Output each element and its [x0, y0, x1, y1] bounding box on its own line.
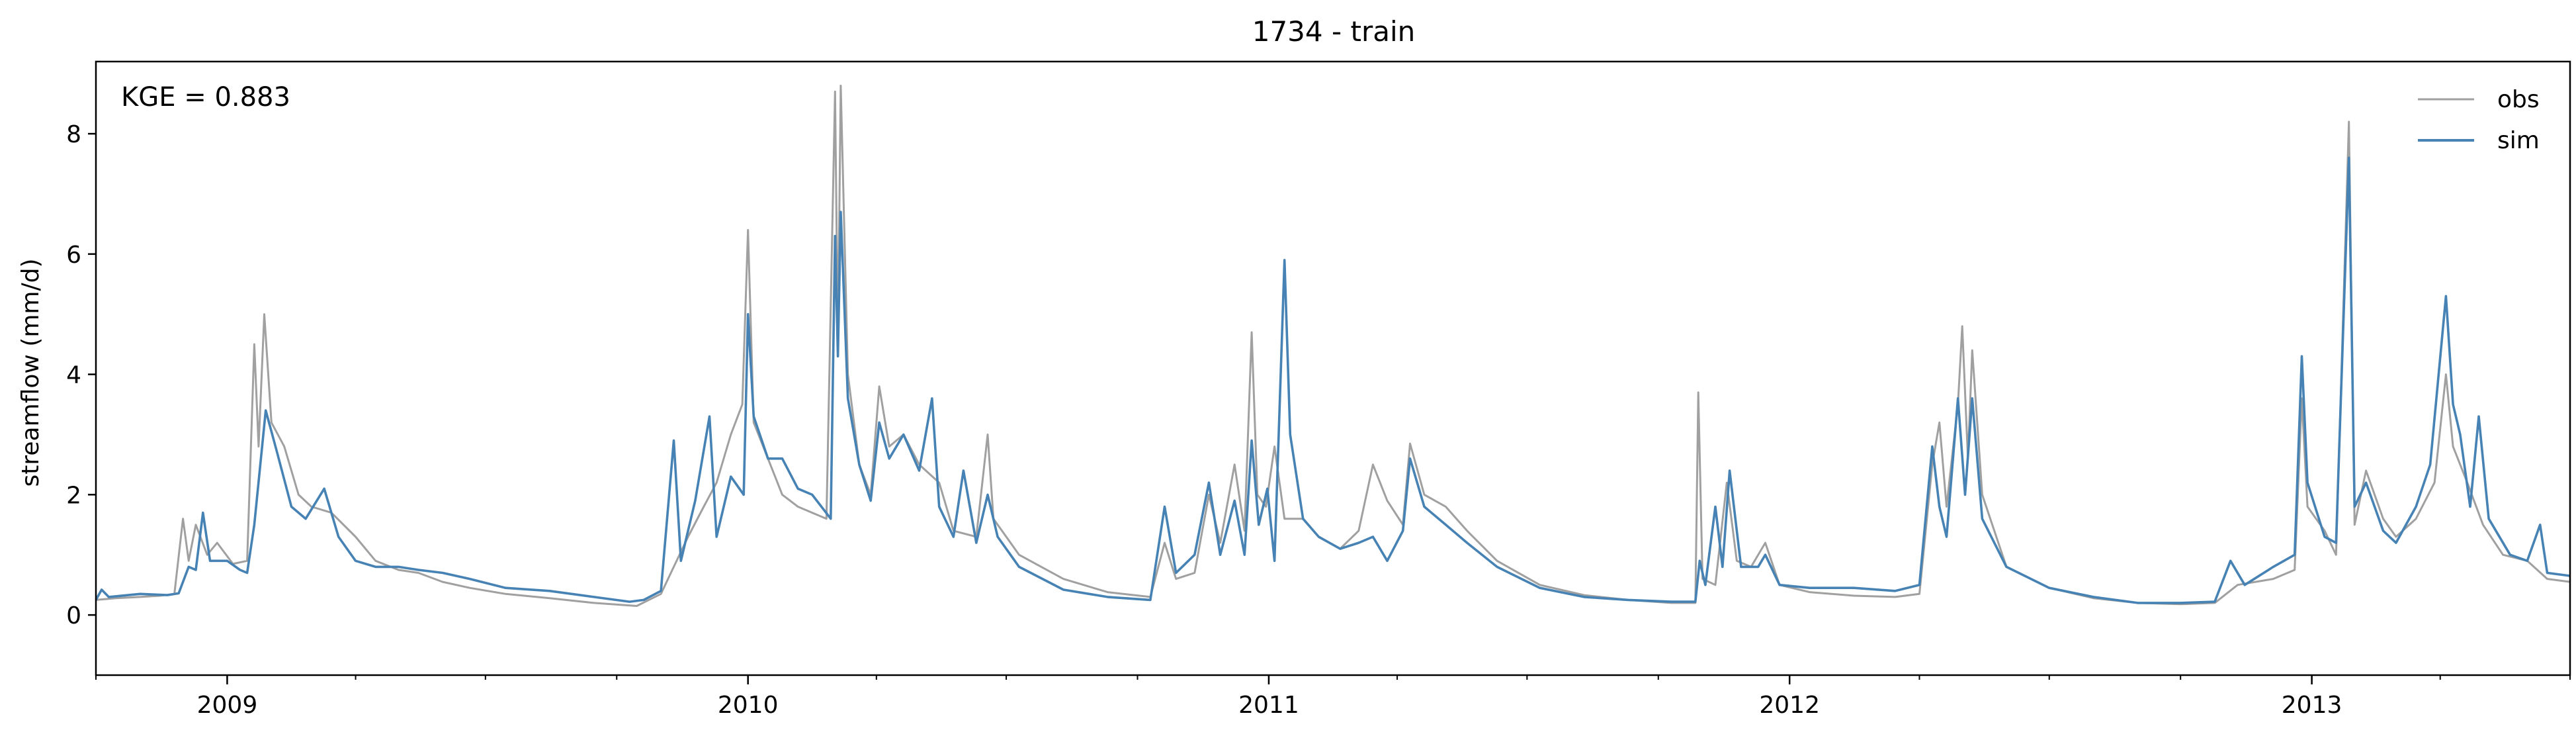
- chart-title: 1734 - train: [1252, 15, 1416, 48]
- y-axis: 0 2 4 6 8: [66, 121, 96, 629]
- kge-annotation: KGE = 0.883: [121, 82, 290, 113]
- y-tick-label: 0: [66, 602, 81, 629]
- x-tick-label: 2013: [2282, 692, 2342, 719]
- plot-frame: [95, 60, 2571, 676]
- x-tick-label: 2010: [718, 692, 779, 719]
- x-tick-label: 2011: [1238, 692, 1299, 719]
- legend-label-obs: obs: [2497, 86, 2540, 113]
- y-tick-label: 8: [66, 121, 81, 148]
- legend: obs sim: [2418, 86, 2540, 154]
- y-tick-label: 2: [66, 482, 81, 509]
- legend-label-sim: sim: [2497, 127, 2540, 154]
- y-tick-label: 6: [66, 242, 81, 269]
- y-tick-label: 4: [66, 362, 81, 389]
- x-axis: 2009 2010 2011 2012 2013: [95, 675, 2571, 719]
- series-layer: [95, 84, 2571, 607]
- x-tick-label: 2012: [1759, 692, 1820, 719]
- series-line-sim: [95, 156, 2571, 604]
- plot-area: [96, 62, 2570, 675]
- y-axis-label: streamflow (mm/d): [17, 259, 44, 487]
- x-tick-label: 2009: [197, 692, 258, 719]
